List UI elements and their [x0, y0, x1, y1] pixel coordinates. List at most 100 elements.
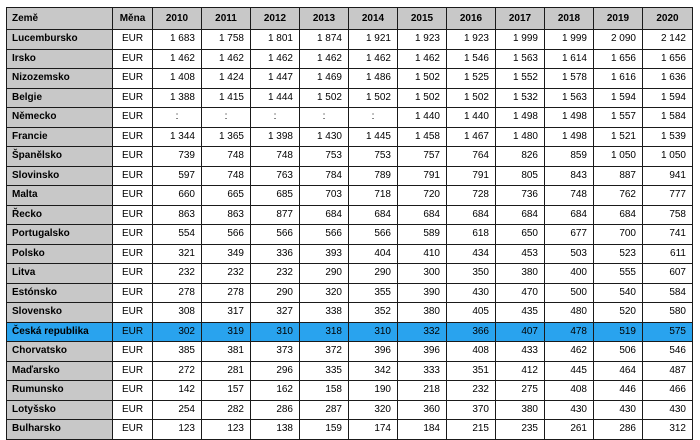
value-cell: 159 [299, 419, 349, 440]
value-cell: 317 [201, 302, 251, 323]
country-cell: Polsko [6, 243, 113, 264]
table-row: Maďarsko EUR 272 281 296 335 342 333 351 412 445 46… [6, 360, 693, 381]
value-cell: 566 [201, 224, 251, 245]
value-cell: 506 [593, 341, 643, 362]
value-cell: 435 [495, 302, 545, 323]
value-cell: 320 [299, 282, 349, 303]
value-cell: 405 [446, 302, 496, 323]
value-cell: 404 [348, 243, 398, 264]
value-cell: 320 [348, 399, 398, 420]
value-cell: 1 656 [642, 48, 693, 69]
value-cell: 410 [397, 243, 447, 264]
country-cell: Irsko [6, 48, 113, 69]
value-cell: 1 584 [642, 107, 693, 128]
value-cell: : [152, 107, 202, 128]
value-cell: 445 [544, 360, 594, 381]
value-cell: 254 [152, 399, 202, 420]
value-cell: 941 [642, 165, 693, 186]
table-row: Nizozemsko EUR 1 408 1 424 1 447 1 469 1 486 1 … [6, 68, 693, 89]
table-row-highlighted: Česká republika EUR 302 319 310 318 310 332 366 4… [6, 321, 693, 342]
value-cell: 370 [446, 399, 496, 420]
value-cell: 390 [397, 282, 447, 303]
country-cell: Bulharsko [6, 419, 113, 440]
value-cell: 400 [544, 263, 594, 284]
value-cell: 1 498 [544, 126, 594, 147]
value-cell: 877 [250, 204, 300, 225]
value-cell: 684 [397, 204, 447, 225]
country-cell: Chorvatsko [6, 341, 113, 362]
value-cell: : [348, 107, 398, 128]
value-cell: 138 [250, 419, 300, 440]
country-cell: Řecko [6, 204, 113, 225]
value-cell: 162 [250, 380, 300, 401]
currency-cell: EUR [112, 321, 153, 342]
table-row: Lucembursko EUR 1 683 1 758 1 801 1 874 1 921 1… [6, 29, 693, 50]
table-row: Řecko EUR 863 863 877 684 684 684 684 684 684 684 75… [6, 204, 693, 225]
table-row: Irsko EUR 1 462 1 462 1 462 1 462 1 462 1 462 1 … [6, 48, 693, 69]
table-row: Chorvatsko EUR 385 381 373 372 396 396 408 433 462… [6, 341, 693, 362]
value-cell: 1 398 [250, 126, 300, 147]
header-row: Země Měna 2010 2011 2012 2013 2014 2015 2016 2017… [6, 7, 693, 30]
table-row: Estónsko EUR 278 278 290 320 355 390 430 470 500 54… [6, 282, 693, 303]
value-cell: 319 [201, 321, 251, 342]
column-header-year: 2010 [152, 7, 202, 30]
value-cell: 487 [642, 360, 693, 381]
value-cell: 1 462 [201, 48, 251, 69]
value-cell: 1 440 [446, 107, 496, 128]
table-row: Litva EUR 232 232 232 290 290 300 350 380 400 555 60… [6, 263, 693, 284]
table-row: Německo EUR:::::1 440 1 440 1 498 1 498 1 557… [6, 107, 693, 128]
country-cell: Litva [6, 263, 113, 284]
value-cell: 446 [593, 380, 643, 401]
currency-cell: EUR [112, 360, 153, 381]
value-cell: 784 [299, 165, 349, 186]
value-cell: 412 [495, 360, 545, 381]
value-cell: 275 [495, 380, 545, 401]
value-cell: 540 [593, 282, 643, 303]
value-cell: 123 [152, 419, 202, 440]
value-cell: 430 [593, 399, 643, 420]
value-cell: 863 [201, 204, 251, 225]
currency-cell: EUR [112, 48, 153, 69]
value-cell: 554 [152, 224, 202, 245]
value-cell: 748 [250, 146, 300, 167]
country-cell: Lucembursko [6, 29, 113, 50]
value-cell: 1 344 [152, 126, 202, 147]
value-cell: 373 [250, 341, 300, 362]
value-cell: 1 557 [593, 107, 643, 128]
value-cell: 1 616 [593, 68, 643, 89]
value-cell: 278 [201, 282, 251, 303]
value-cell: 286 [250, 399, 300, 420]
value-cell: 1 424 [201, 68, 251, 89]
value-cell: 1 636 [642, 68, 693, 89]
value-cell: 1 525 [446, 68, 496, 89]
value-cell: 1 462 [250, 48, 300, 69]
value-cell: 1 521 [593, 126, 643, 147]
value-cell: 546 [642, 341, 693, 362]
value-cell: 352 [348, 302, 398, 323]
value-cell: 215 [446, 419, 496, 440]
value-cell: 142 [152, 380, 202, 401]
value-cell: 748 [544, 185, 594, 206]
value-cell: 1 462 [348, 48, 398, 69]
value-cell: 1 415 [201, 87, 251, 108]
value-cell: 300 [397, 263, 447, 284]
value-cell: 407 [495, 321, 545, 342]
value-cell: 349 [201, 243, 251, 264]
value-cell: 597 [152, 165, 202, 186]
value-cell: 1 594 [593, 87, 643, 108]
table-row: Rumunsko EUR 142 157 162 158 190 218 232 275 408 44… [6, 380, 693, 401]
value-cell: 1 552 [495, 68, 545, 89]
value-cell: 478 [544, 321, 594, 342]
value-cell: 826 [495, 146, 545, 167]
value-cell: 1 539 [642, 126, 693, 147]
column-header-country: Země [6, 7, 113, 30]
value-cell: 158 [299, 380, 349, 401]
value-cell: 232 [446, 380, 496, 401]
value-cell: 342 [348, 360, 398, 381]
table-row: Lotyšsko EUR 254 282 286 287 320 360 370 380 430 43… [6, 399, 693, 420]
value-cell: 757 [397, 146, 447, 167]
value-cell: 380 [397, 302, 447, 323]
value-cell: 503 [544, 243, 594, 264]
value-cell: 1 462 [299, 48, 349, 69]
value-cell: 1 594 [642, 87, 693, 108]
